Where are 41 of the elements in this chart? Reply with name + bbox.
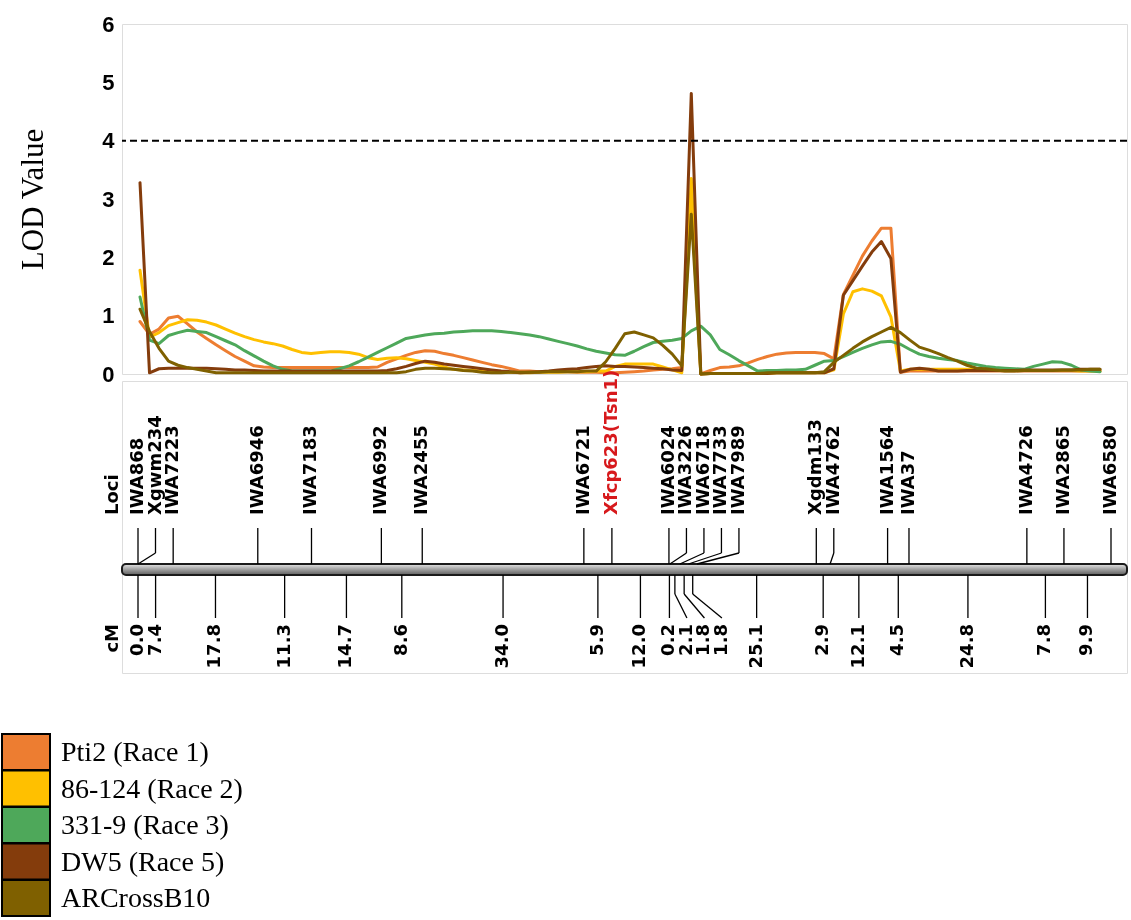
data-label: 34.0: [491, 624, 513, 669]
data-label: 5.9: [585, 624, 607, 656]
data-label: 17.8: [203, 624, 225, 669]
category-label: IWA6580: [1099, 425, 1120, 515]
data-label: 8.6: [389, 624, 411, 656]
y-tick-label: 5: [102, 69, 115, 95]
category-label: Xfcp623(Tsn1): [599, 369, 621, 515]
data-label: 25.1: [744, 624, 766, 669]
category-label: IWA6946: [245, 425, 267, 515]
category-label: IWA6721: [571, 425, 593, 515]
category-label: IWA4726: [1014, 425, 1036, 515]
legend-label: 331-9 (Race 3): [61, 809, 229, 840]
category-label: IWA1564: [875, 425, 897, 515]
data-label: 4.5: [886, 624, 908, 656]
y-tick-label: 4: [102, 128, 116, 154]
text: cM: [101, 624, 122, 653]
category-label: Xgdm133: [804, 419, 826, 515]
category-label: IWA37: [896, 450, 918, 515]
y-tick-label: 3: [102, 186, 115, 212]
y-axis-title: LOD Value: [15, 128, 51, 271]
category-label: IWA7183: [299, 425, 321, 515]
legend-label: DW5 (Race 5): [61, 845, 225, 877]
legend-label: Pti2 (Race 1): [61, 736, 209, 767]
category-label: IWA2455: [410, 425, 432, 515]
y-tick-label: 0: [102, 361, 115, 387]
y-tick-label: 1: [102, 303, 115, 329]
data-label: 12.1: [846, 624, 868, 669]
data-label: 12.0: [628, 624, 650, 669]
category-label: IWA6992: [369, 425, 391, 515]
legend-label: ARCrossB10: [61, 882, 211, 913]
data-label: 7.8: [1033, 624, 1055, 656]
data-label: 2.9: [811, 624, 833, 656]
data-label: 24.8: [955, 624, 977, 669]
legend-label: 86-124 (Race 2): [61, 772, 243, 804]
category-label: IWA2865: [1051, 425, 1073, 515]
data-label: 9.9: [1075, 624, 1097, 656]
text: Loci: [101, 474, 122, 515]
data-label: 14.7: [334, 624, 356, 669]
y-tick-label: 2: [102, 244, 115, 270]
y-tick-label: 6: [102, 11, 115, 37]
data-label: 11.3: [272, 624, 294, 669]
